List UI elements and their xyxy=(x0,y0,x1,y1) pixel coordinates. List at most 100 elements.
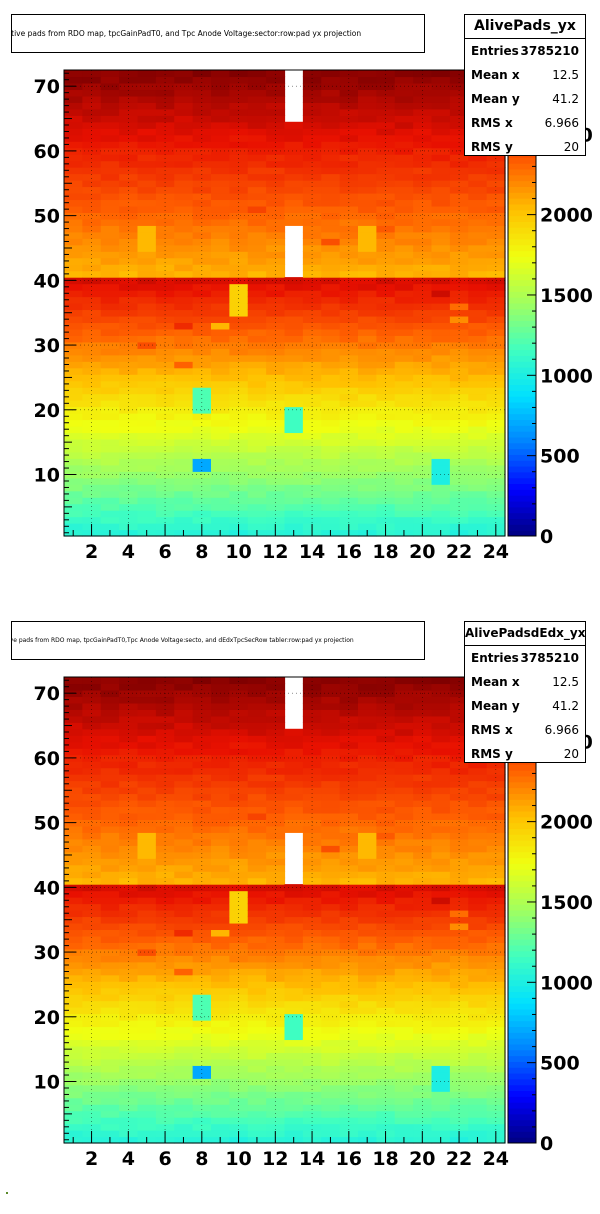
heatmap-cell xyxy=(100,1091,120,1099)
stats-value: 6.966 xyxy=(544,723,579,737)
heatmap-cell xyxy=(155,1032,175,1041)
heatmap-cell xyxy=(413,70,433,78)
heatmap-cell xyxy=(413,322,433,330)
heatmap-cell xyxy=(339,257,359,265)
heatmap-cell xyxy=(64,387,83,395)
heatmap-cell xyxy=(339,1058,359,1066)
heatmap-cell xyxy=(64,257,83,265)
heatmap-cell xyxy=(119,451,139,459)
z-tick-label: 0 xyxy=(540,526,553,548)
heatmap-cell xyxy=(211,897,230,905)
heatmap-cell xyxy=(137,955,157,963)
heatmap-cell xyxy=(339,799,359,808)
heatmap-cell xyxy=(321,413,341,421)
color-bar-step xyxy=(508,530,536,537)
color-bar-step xyxy=(508,904,536,911)
heatmap-cell xyxy=(229,128,249,136)
heatmap-cell xyxy=(192,387,212,395)
heatmap-cell xyxy=(358,445,377,453)
color-bar-step xyxy=(508,215,536,222)
heatmap-cell xyxy=(247,1078,267,1086)
heatmap-cell xyxy=(431,955,451,963)
heatmap-cell xyxy=(394,192,414,201)
heatmap-cell xyxy=(174,212,194,220)
heatmap-cell xyxy=(394,335,414,343)
heatmap-cell xyxy=(100,121,120,129)
heatmap-cell xyxy=(211,683,230,691)
heatmap-cell xyxy=(119,238,139,246)
heatmap-cell xyxy=(339,484,359,492)
heatmap-cell xyxy=(82,761,102,769)
heatmap-cell xyxy=(468,1045,488,1053)
heatmap-cell xyxy=(449,897,469,905)
heatmap-cell xyxy=(211,425,230,434)
heatmap-cell xyxy=(302,154,322,162)
heatmap-cell xyxy=(266,225,286,233)
heatmap-cell xyxy=(431,432,451,440)
heatmap-cell xyxy=(174,160,194,168)
heatmap-cell xyxy=(376,471,396,479)
heatmap-cell xyxy=(64,1052,83,1060)
color-bar-step xyxy=(508,927,536,934)
heatmap-cell xyxy=(394,374,414,382)
heatmap-cell xyxy=(82,1013,102,1021)
color-bar-step xyxy=(508,378,536,386)
heatmap-cell xyxy=(64,205,83,213)
heatmap-cell xyxy=(358,218,377,226)
heatmap-cell xyxy=(284,322,304,330)
heatmap-cell xyxy=(266,257,286,265)
heatmap-cell xyxy=(229,89,249,97)
heatmap-cell xyxy=(394,974,414,982)
heatmap-cell xyxy=(358,780,377,788)
heatmap-cell xyxy=(431,812,451,820)
heatmap-cell xyxy=(211,761,230,769)
heatmap-cell xyxy=(174,277,194,285)
heatmap-cell xyxy=(284,761,304,769)
heatmap-cell xyxy=(449,689,469,698)
heatmap-cell xyxy=(192,754,212,762)
heatmap-cell xyxy=(321,1045,341,1053)
heatmap-cell xyxy=(247,1045,267,1053)
heatmap-cell xyxy=(339,1071,359,1079)
heatmap-cell xyxy=(413,825,433,833)
heatmap-cell xyxy=(431,516,451,524)
heatmap-cell xyxy=(229,864,249,872)
heatmap-cell xyxy=(82,1039,102,1047)
heatmap-cell xyxy=(413,484,433,492)
heatmap-cell xyxy=(192,780,212,788)
heatmap-cell xyxy=(486,903,506,911)
heatmap-cell xyxy=(413,296,433,304)
heatmap-cell xyxy=(82,1020,102,1028)
heatmap-cell xyxy=(174,754,194,762)
heatmap-cell xyxy=(302,1097,322,1105)
heatmap-cell xyxy=(192,1091,212,1099)
heatmap-cell xyxy=(358,199,377,207)
heatmap-cell xyxy=(302,1058,322,1066)
heatmap-cell xyxy=(100,244,120,252)
heatmap-cell xyxy=(64,858,83,866)
heatmap-cell xyxy=(266,1058,286,1066)
heatmap-cell xyxy=(321,134,341,142)
heatmap-cell xyxy=(358,70,377,78)
heatmap-cell xyxy=(486,858,506,866)
heatmap-cell xyxy=(376,832,396,840)
heatmap-cell xyxy=(137,1007,157,1015)
heatmap-cell xyxy=(155,115,175,123)
heatmap-cell xyxy=(302,270,322,278)
heatmap-cell xyxy=(321,192,341,201)
heatmap-cell xyxy=(358,477,377,485)
heatmap-cell xyxy=(192,419,212,427)
heatmap-cell xyxy=(376,942,396,950)
heatmap-cell xyxy=(431,1078,451,1086)
heatmap-cell xyxy=(247,929,267,937)
heatmap-cell xyxy=(64,225,83,233)
heatmap-cell xyxy=(413,328,433,336)
heatmap-cell xyxy=(64,445,83,453)
heatmap-cell xyxy=(192,968,212,976)
color-bar-step xyxy=(508,1102,536,1109)
heatmap-cell xyxy=(137,464,157,472)
heatmap-cell xyxy=(247,1032,267,1041)
heatmap-cell xyxy=(100,761,120,769)
stats-label: RMS x xyxy=(471,723,513,737)
heatmap-cell xyxy=(137,238,157,246)
